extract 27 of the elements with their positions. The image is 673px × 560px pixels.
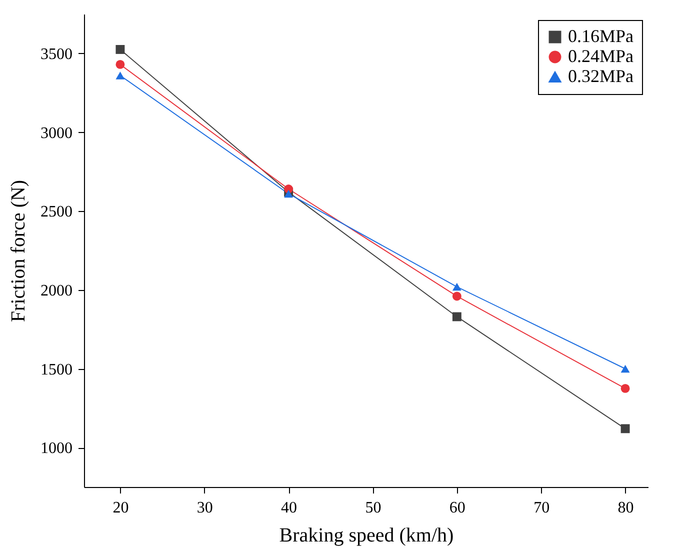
point	[620, 424, 630, 434]
point	[620, 364, 630, 373]
legend-label: 0.32MPa	[568, 66, 634, 86]
legend-label: 0.24MPa	[568, 46, 634, 66]
point	[452, 312, 462, 322]
x-tick-label: 60	[449, 500, 466, 516]
y-tick-label: 1500	[40, 361, 72, 378]
x-tick-label: 80	[618, 500, 634, 516]
legend-label: 0.16MPa	[568, 26, 634, 46]
point	[452, 282, 462, 291]
point	[116, 72, 125, 80]
y-axis-title: Friction force (N)	[8, 180, 30, 322]
y-tick-label: 2500	[40, 204, 72, 221]
x-axis-title: Braking speed (km/h)	[279, 524, 454, 546]
x-tick-label: 50	[365, 500, 382, 516]
y-tick-label: 2000	[40, 282, 72, 300]
x-tick-label: 40	[281, 500, 298, 516]
x-tick-label: 70	[534, 500, 550, 516]
x-tick-label: 20	[112, 500, 129, 516]
y-tick-label: 3000	[40, 124, 72, 142]
y-tick-label: 1000	[40, 440, 72, 458]
point	[116, 60, 125, 69]
point	[116, 45, 125, 54]
y-tick-label: 3500	[40, 46, 72, 63]
point	[620, 384, 630, 393]
x-tick-label: 30	[196, 500, 213, 516]
point	[452, 292, 462, 301]
